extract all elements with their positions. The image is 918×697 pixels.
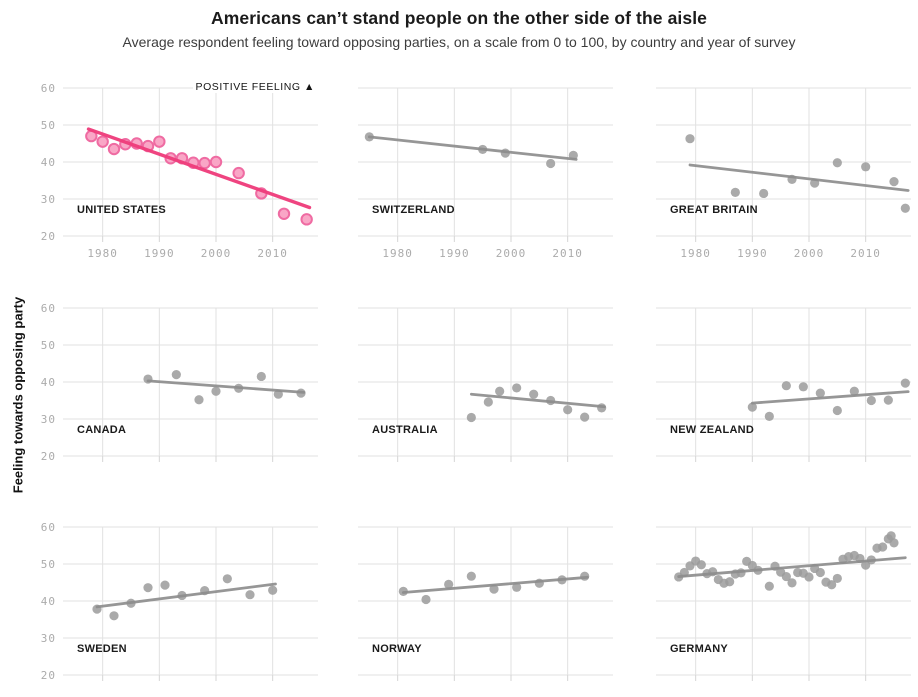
scatter-plot-norway xyxy=(358,526,613,681)
svg-text:20: 20 xyxy=(41,669,56,682)
svg-text:1990: 1990 xyxy=(439,247,470,260)
panel-label: SWEDEN xyxy=(77,643,127,655)
svg-text:40: 40 xyxy=(41,156,56,169)
scatter-plot-new-zealand xyxy=(656,307,911,462)
panel-canada: 60 50 40 30 20 CANADA xyxy=(33,302,318,483)
scatter-plot-united-states: 60 50 40 30 20 1980 1990 2000 2010 xyxy=(41,82,318,260)
svg-text:1990: 1990 xyxy=(144,247,175,260)
scatter-plot-switzerland: 1980 1990 2000 2010 xyxy=(358,87,613,260)
svg-text:60: 60 xyxy=(41,82,56,95)
panel-label: NORWAY xyxy=(372,643,422,655)
chart-subtitle: Average respondent feeling toward opposi… xyxy=(122,34,796,50)
svg-text:50: 50 xyxy=(41,119,56,132)
svg-text:2010: 2010 xyxy=(257,247,288,260)
scatter-plot-canada: 60 50 40 30 20 xyxy=(41,302,318,463)
svg-text:20: 20 xyxy=(41,450,56,463)
svg-text:30: 30 xyxy=(41,632,56,645)
panel-label: GREAT BRITAIN xyxy=(670,204,758,216)
scatter-plot-great-britain: 1980 1990 2000 2010 xyxy=(656,87,911,260)
positive-feeling-annotation: POSITIVE FEELING ▲ xyxy=(192,81,318,93)
panel-australia: AUSTRALIA xyxy=(328,307,613,483)
panel-great-britain: 1980 1990 2000 2010 GREAT BRITAIN xyxy=(626,87,911,263)
svg-text:40: 40 xyxy=(41,595,56,608)
svg-text:1980: 1980 xyxy=(87,247,118,260)
panel-label: GERMANY xyxy=(670,643,728,655)
svg-text:30: 30 xyxy=(41,193,56,206)
svg-text:20: 20 xyxy=(41,230,56,243)
y-axis-label: Feeling towards opposing party xyxy=(10,296,26,494)
svg-text:40: 40 xyxy=(41,376,56,389)
svg-text:2000: 2000 xyxy=(201,247,232,260)
panel-label: NEW ZEALAND xyxy=(670,424,755,436)
chart-header: Americans can’t stand people on the othe… xyxy=(0,0,918,51)
svg-text:50: 50 xyxy=(41,339,56,352)
svg-text:2010: 2010 xyxy=(552,247,583,260)
panel-new-zealand: NEW ZEALAND xyxy=(626,307,911,483)
panel-label: CANADA xyxy=(77,424,127,436)
svg-text:50: 50 xyxy=(41,558,56,571)
svg-text:30: 30 xyxy=(41,413,56,426)
panel-label: UNITED STATES xyxy=(77,204,167,216)
svg-text:60: 60 xyxy=(41,302,56,315)
scatter-plot-germany xyxy=(656,526,911,681)
svg-text:2000: 2000 xyxy=(794,247,825,260)
chart-title: Americans can’t stand people on the othe… xyxy=(210,8,707,28)
panel-united-states: 60 50 40 30 20 1980 1990 2000 2010 POSITIVE FEEL… xyxy=(33,81,318,263)
scatter-plot-australia xyxy=(358,307,613,462)
svg-text:2000: 2000 xyxy=(496,247,527,260)
panel-label: AUSTRALIA xyxy=(372,424,438,436)
panel-germany: GERMANY xyxy=(626,526,911,697)
panel-norway: NORWAY xyxy=(328,526,613,697)
svg-text:1990: 1990 xyxy=(737,247,768,260)
scatter-plot-sweden: 60 50 40 30 20 xyxy=(41,521,318,682)
panel-label: SWITZERLAND xyxy=(372,204,455,216)
svg-text:1980: 1980 xyxy=(680,247,711,260)
svg-text:1980: 1980 xyxy=(382,247,413,260)
panel-switzerland: 1980 1990 2000 2010 SWITZERLAND xyxy=(328,87,613,263)
svg-text:60: 60 xyxy=(41,521,56,534)
panel-sweden: 60 50 40 30 20 SWEDEN xyxy=(33,521,318,697)
svg-text:2010: 2010 xyxy=(850,247,881,260)
